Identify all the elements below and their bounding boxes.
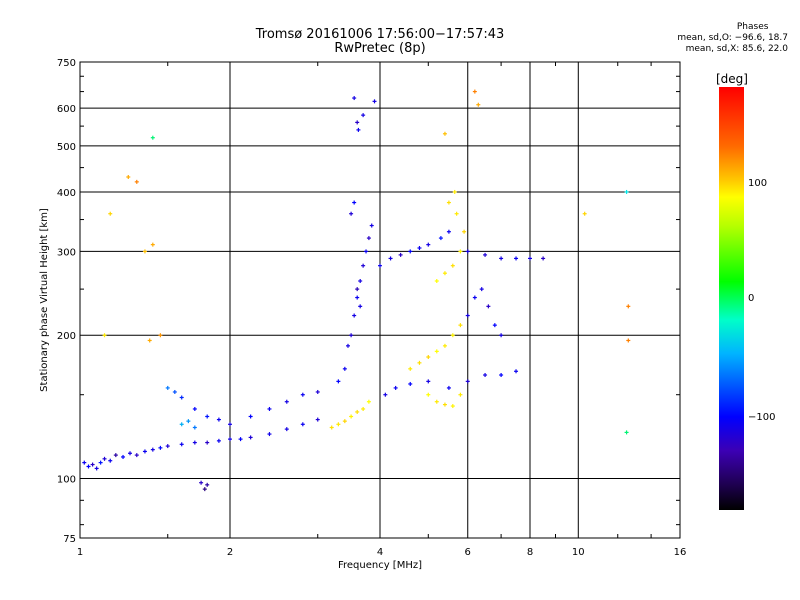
y-tick-label: 500 bbox=[57, 142, 76, 153]
x-tick-label: 4 bbox=[377, 547, 383, 558]
phases-x-stats: mean, sd,X: 85.6, 22.0 bbox=[685, 44, 788, 54]
phases-header: Phases bbox=[736, 22, 769, 32]
y-tick-label: 750 bbox=[57, 58, 76, 69]
colorbar-tick-100: 100 bbox=[748, 178, 768, 189]
data-points bbox=[82, 89, 631, 492]
y-tick-label: 300 bbox=[57, 247, 76, 258]
axis-ticks: 1 2 4 6 8 10 16 75 100 200 300 400 500 600 750 bbox=[57, 58, 686, 558]
x-tick-label: 1 bbox=[77, 547, 83, 558]
colorbar-tick-0: 0 bbox=[748, 293, 755, 304]
chart-title: Tromsø 20161006 17:56:00−17:57:43 bbox=[255, 27, 505, 42]
x-tick-label: 8 bbox=[527, 547, 533, 558]
y-tick-label: 400 bbox=[57, 188, 76, 199]
y-tick-label: 200 bbox=[57, 331, 76, 342]
chart-subtitle: RwPretec (8p) bbox=[334, 41, 426, 56]
x-tick-label: 2 bbox=[227, 547, 233, 558]
colorbar-title: [deg] bbox=[716, 72, 748, 86]
y-tick-label: 100 bbox=[57, 475, 76, 486]
x-tick-label: 6 bbox=[465, 547, 471, 558]
phases-stats: Phases mean, sd,O: −96.6, 18.7 mean, sd,… bbox=[677, 22, 788, 55]
y-tick-label: 600 bbox=[57, 104, 76, 115]
grid bbox=[80, 62, 680, 538]
y-axis-label: Stationary phase Virtual Height [km] bbox=[39, 208, 50, 392]
x-tick-label: 10 bbox=[572, 547, 585, 558]
y-tick-label: 75 bbox=[63, 534, 76, 545]
x-tick-label: 16 bbox=[674, 547, 687, 558]
phases-o-stats: mean, sd,O: −96.6, 18.7 bbox=[677, 33, 788, 43]
colorbar bbox=[719, 87, 744, 510]
colorbar-tick-minus100: −100 bbox=[748, 412, 776, 423]
x-axis-label: Frequency [MHz] bbox=[338, 560, 422, 571]
